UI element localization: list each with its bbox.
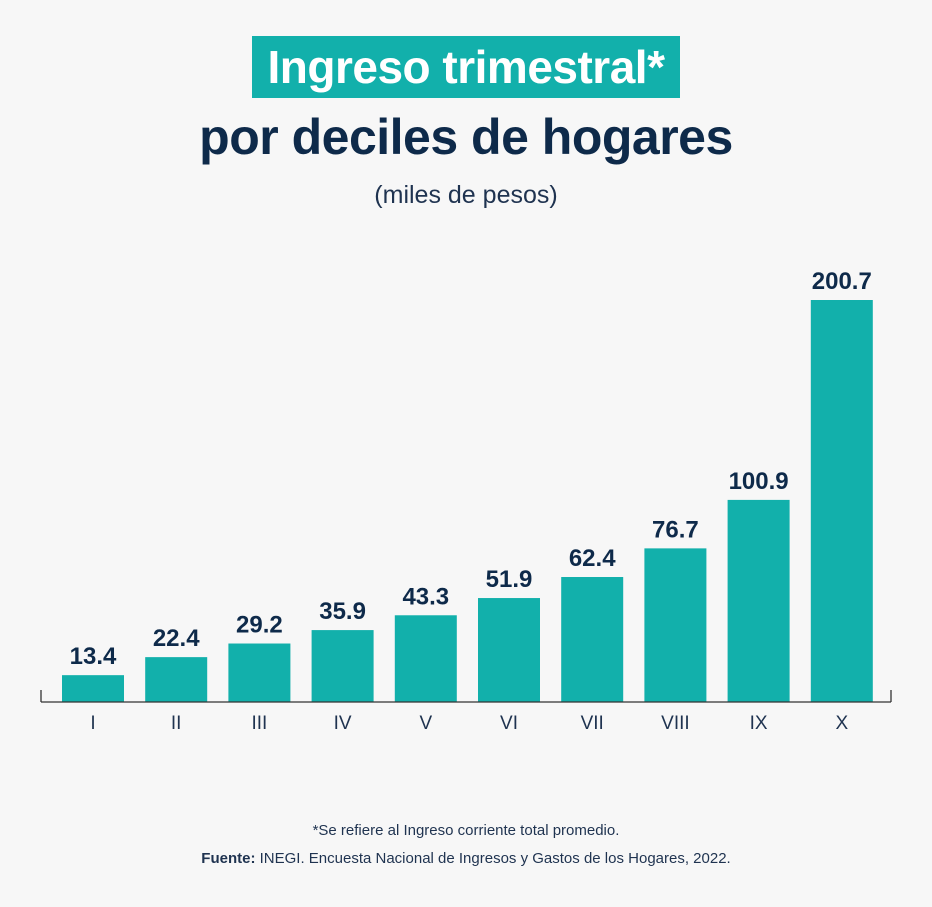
bar [228,643,291,702]
x-tick-label: VI [500,713,518,734]
bar-value-label: 76.7 [652,516,699,543]
bar [644,548,707,702]
x-tick-label: I [90,713,95,734]
x-tick-label: X [835,713,848,734]
bar [145,657,208,702]
source-label: Fuente: [201,850,256,867]
bar-value-label: 29.2 [236,612,283,639]
bar [561,577,624,702]
bar-value-label: 200.7 [812,268,872,295]
source-text: INEGI. Encuesta Nacional de Ingresos y G… [255,850,731,867]
chart-title: Ingreso trimestral* [251,36,681,98]
bar-value-label: 35.9 [319,598,366,625]
x-tick-label: III [251,713,267,734]
bar [810,300,873,702]
x-tick-label: IX [750,713,768,734]
bar-value-label: 13.4 [70,643,117,670]
bar-value-label: 62.4 [569,545,616,572]
units-label: (miles de pesos) [374,181,558,209]
x-tick-label: VIII [661,713,690,734]
bar-value-label: 51.9 [486,566,533,593]
x-tick-label: V [419,713,432,734]
bar [478,598,540,702]
bar-value-label: 43.3 [402,583,449,610]
bar [394,615,457,702]
title-wrap: Ingreso trimestral* [0,36,932,98]
footnote: *Se refiere al Ingreso corriente total p… [312,822,620,839]
bar-value-label: 100.9 [729,468,789,495]
bar-value-label: 22.4 [153,625,200,652]
bar [311,630,374,702]
x-tick-label: II [171,713,182,734]
bar [62,675,124,702]
x-tick-label: VII [581,713,604,734]
x-tick-label: IV [334,713,352,734]
source-line: Fuente: INEGI. Encuesta Nacional de Ingr… [0,850,932,867]
bar [727,499,790,702]
chart-subtitle: por deciles de hogares [199,109,733,165]
